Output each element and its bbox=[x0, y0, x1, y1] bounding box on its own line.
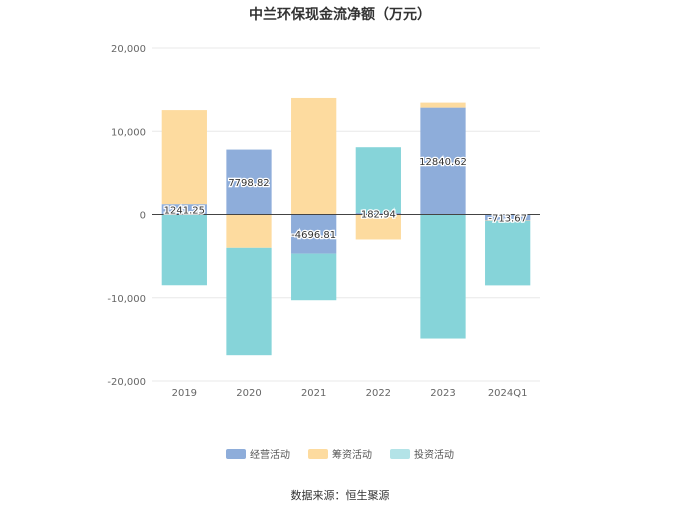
y-tick-label: -10,000 bbox=[107, 294, 146, 305]
y-axis: 20,000 10,000 0 -10,000 -20,000 bbox=[107, 44, 146, 388]
x-tick-label: 2022 bbox=[366, 388, 391, 399]
bar bbox=[226, 214, 272, 248]
bar bbox=[291, 214, 337, 254]
bar bbox=[161, 204, 207, 215]
x-tick-label: 2019 bbox=[172, 388, 197, 399]
bar bbox=[226, 149, 272, 215]
chart-title: 中兰环保现金流净额（万元） bbox=[249, 7, 431, 23]
bar bbox=[226, 247, 272, 356]
legend-label-financing: 筹资活动 bbox=[332, 450, 372, 461]
legend-item-financing[interactable]: 筹资活动 bbox=[308, 446, 372, 461]
chart-canvas: 20,000 10,000 0 -10,000 -20,000 1241.25 7798.… bbox=[107, 44, 540, 399]
bar bbox=[161, 214, 207, 286]
legend-swatch-financing bbox=[308, 448, 328, 459]
bars bbox=[161, 97, 531, 356]
x-tick-label: 2020 bbox=[236, 388, 261, 399]
legend-swatch-investing bbox=[390, 448, 410, 459]
bar bbox=[355, 214, 401, 240]
legend-label-investing: 投资活动 bbox=[414, 450, 454, 461]
grid-lines bbox=[152, 47, 540, 382]
y-tick-label: 10,000 bbox=[111, 127, 146, 138]
bar bbox=[161, 110, 207, 205]
bar bbox=[485, 220, 531, 221]
data-label: -4696.81 bbox=[291, 230, 336, 241]
y-tick-label: -20,000 bbox=[107, 377, 146, 388]
data-labels: 1241.25 7798.82 -4696.81 182.94 12840.62 -713… bbox=[162, 156, 528, 242]
data-source: 数据来源：恒生聚源 bbox=[290, 489, 390, 502]
y-tick-label: 20,000 bbox=[111, 44, 146, 55]
data-label: -713.67 bbox=[488, 213, 527, 224]
bar bbox=[291, 253, 337, 301]
x-tick-label: 2023 bbox=[430, 388, 455, 399]
legend-item-investing[interactable]: 投资活动 bbox=[390, 446, 454, 461]
bar bbox=[485, 220, 531, 286]
data-label: 182.94 bbox=[361, 210, 396, 221]
legend-swatch-operating bbox=[226, 448, 246, 459]
data-label: 1241.25 bbox=[164, 205, 205, 216]
legend: 经营活动 筹资活动 投资活动 bbox=[0, 446, 680, 461]
x-tick-label: 2024Q1 bbox=[488, 388, 528, 399]
legend-item-operating[interactable]: 经营活动 bbox=[226, 446, 290, 461]
bar bbox=[485, 214, 531, 221]
legend-label-operating: 经营活动 bbox=[250, 450, 290, 461]
bar bbox=[420, 107, 466, 215]
x-axis: 2019 2020 2021 2022 2023 2024Q1 bbox=[172, 388, 528, 399]
x-tick-label: 2021 bbox=[301, 388, 326, 399]
bar bbox=[420, 214, 466, 339]
bar bbox=[291, 97, 337, 215]
bar bbox=[420, 102, 466, 108]
data-label: 7798.82 bbox=[228, 178, 269, 189]
data-label: 12840.62 bbox=[419, 157, 467, 168]
bar bbox=[355, 212, 401, 215]
bar bbox=[355, 147, 401, 213]
y-tick-label: 0 bbox=[140, 211, 146, 222]
